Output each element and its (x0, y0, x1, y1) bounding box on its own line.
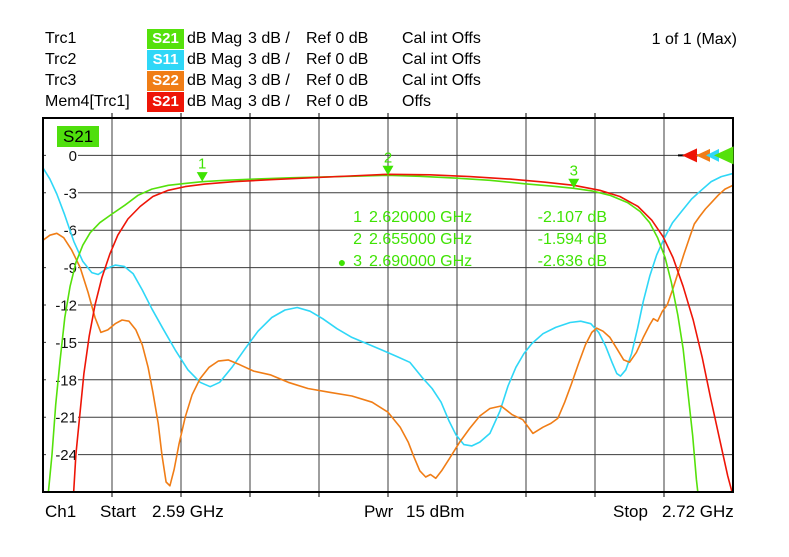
trace-row-trc1[interactable]: Trc1 S21 dB Mag 3 dB / Ref 0 dB Cal int Offs (45, 28, 481, 49)
page-info: 1 of 1 (Max) (651, 31, 737, 48)
marker-value: -2.636 dB (537, 253, 607, 270)
trace-ref: Ref 0 dB (306, 30, 369, 47)
trace-row-mem4trc1[interactable]: Mem4[Trc1] S21 dB Mag 3 dB / Ref 0 dB Offs (45, 91, 481, 112)
trace-ref: Ref 0 dB (306, 93, 369, 110)
start-freq-label: Start (100, 502, 136, 521)
y-label-backing (46, 370, 78, 389)
plot-border (42, 117, 734, 493)
marker-frequency: 2.690000 GHz (369, 253, 473, 270)
y-axis-label: -21 (55, 410, 77, 427)
marker-readout-row: ● 3 2.690000 GHz -2.636 dB (336, 251, 607, 273)
trace-ref: Ref 0 dB (306, 72, 369, 89)
trace-format: dB Mag (187, 72, 243, 89)
power-value: 15 dBm (406, 502, 465, 521)
trace-scale: 3 dB / (248, 30, 290, 47)
trace-param-chip: S11 (147, 49, 184, 70)
trace-param-chip: S22 (147, 70, 184, 91)
marker-frequency: 2.655000 GHz (369, 231, 473, 248)
trace-scale: 3 dB / (248, 51, 290, 68)
trace-trc3-s22 (44, 184, 732, 487)
active-trace-label: S21 (57, 126, 100, 147)
trace-name: Mem4[Trc1] (45, 93, 130, 110)
ref-arrow-mem4trc1[interactable] (682, 148, 697, 163)
start-freq-value: 2.59 GHz (152, 502, 224, 521)
trace-mem4-trc1-s21 (72, 173, 732, 491)
power-label: Pwr (364, 502, 394, 521)
y-label-backing (46, 445, 78, 464)
stop-freq-value: 2.72 GHz (662, 502, 734, 521)
trace-trc2-s11 (44, 167, 732, 447)
marker-frequency: 2.620000 GHz (369, 209, 473, 226)
channel-label: Ch1 (45, 502, 77, 521)
traces-group (44, 167, 732, 491)
y-axis-label: -18 (55, 372, 77, 389)
trace-row-trc2[interactable]: Trc2 S11 dB Mag 3 dB / Ref 0 dB Cal int Offs (45, 49, 481, 70)
trace-scale: 3 dB / (248, 93, 290, 110)
y-axis-label: -15 (55, 335, 77, 352)
trace-row-trc3[interactable]: Trc3 S22 dB Mag 3 dB / Ref 0 dB Cal int Offs (45, 70, 481, 91)
ref-arrow-trc3[interactable] (696, 148, 710, 162)
trace-cal: Cal int Offs (402, 72, 481, 89)
marker-1-number: 1 (198, 156, 206, 173)
marker-readout-row: 2 2.655000 GHz -1.594 dB (336, 229, 607, 251)
trace-format: dB Mag (187, 30, 243, 47)
marker-value: -1.594 dB (537, 231, 607, 248)
y-axis-label: -24 (55, 447, 77, 464)
channel-bar: Ch1 Start 2.59 GHz Pwr 15 dBm Stop 2.72 … (0, 502, 789, 528)
marker-3-number: 3 (570, 162, 578, 179)
y-label-backing (46, 296, 78, 314)
marker-3-triangle[interactable] (568, 178, 580, 189)
y-label-backing (46, 258, 78, 277)
trace-format: dB Mag (187, 93, 243, 110)
trace-param-chip: S21 (147, 28, 184, 49)
active-marker-dot: ● (337, 254, 347, 270)
y-label-backing (46, 146, 78, 165)
trace-cal: Cal int Offs (402, 30, 481, 47)
trace-name: Trc1 (45, 30, 77, 47)
trace-ref: Ref 0 dB (306, 51, 369, 68)
trace-scale: 3 dB / (248, 72, 290, 89)
marker-2-number: 2 (384, 149, 392, 166)
ref-arrow-trc1[interactable] (714, 146, 734, 165)
y-axis-label: -3 (64, 185, 77, 202)
stop-freq-label: Stop (613, 502, 648, 521)
marker-number: 1 (353, 209, 362, 226)
marker-2-triangle[interactable] (382, 165, 394, 176)
marker-info-field: 1 2.620000 GHz -2.107 dB 2 2.655000 GHz -1.59… (336, 207, 607, 273)
trace-format: dB Mag (187, 51, 243, 68)
marker-number: 2 (353, 231, 362, 248)
marker-number: 3 (353, 253, 362, 270)
y-axis-label: 0 (69, 148, 77, 165)
trace-list: Trc1 S21 dB Mag 3 dB / Ref 0 dB Cal int Offs T… (45, 28, 481, 112)
marker-1-triangle[interactable] (196, 172, 208, 182)
ref-arrow-trc2[interactable] (706, 148, 719, 162)
marker-readout-row: 1 2.620000 GHz -2.107 dB (336, 207, 607, 229)
trace-name: Trc3 (45, 72, 77, 89)
trace-param-chip: S21 (147, 91, 184, 112)
marker-value: -2.107 dB (537, 209, 607, 226)
trace-cal: Cal int Offs (402, 51, 481, 68)
trace-cal: Offs (402, 93, 432, 110)
trace-name: Trc2 (45, 51, 77, 68)
